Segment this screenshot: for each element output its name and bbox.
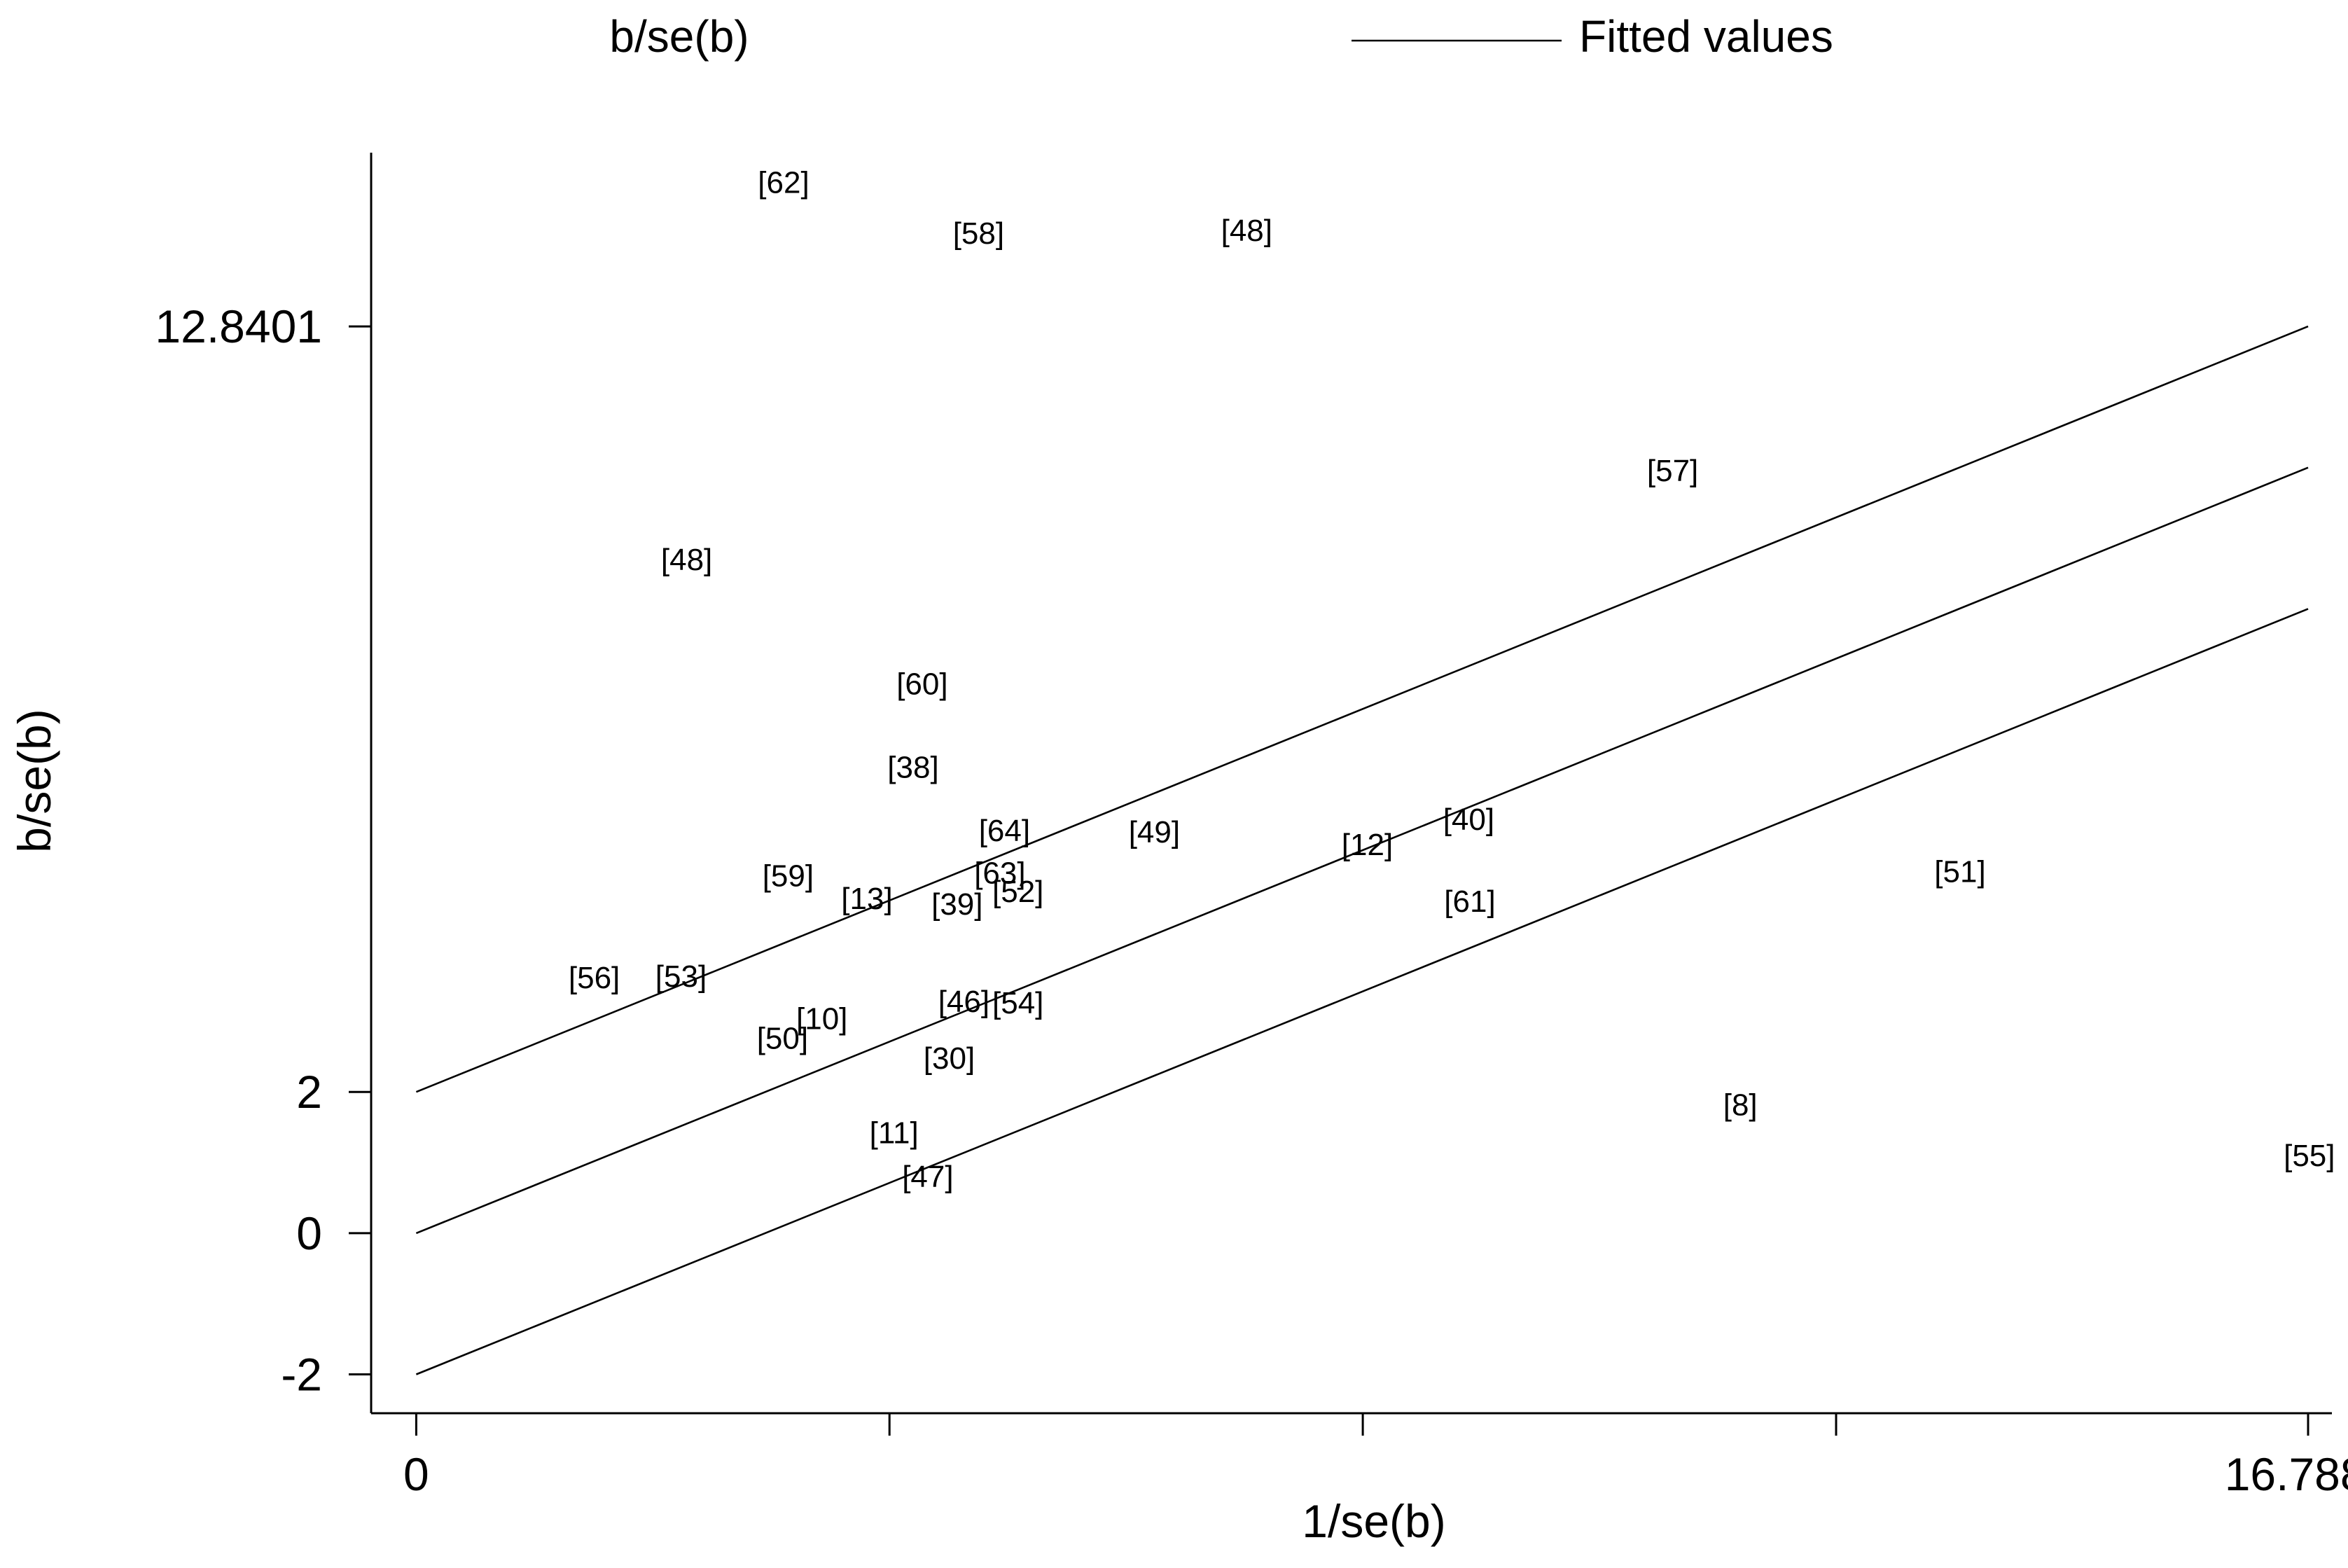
y-axis-ticks: -2 0 2 12.8401 (155, 300, 371, 1401)
point-label: [10] (796, 1001, 847, 1036)
point-label: [61] (1444, 884, 1495, 919)
point-label: [13] (841, 882, 892, 916)
point-label: [60] (896, 667, 947, 701)
x-tick-label: 0 (403, 1448, 429, 1500)
point-label: [49] (1129, 815, 1180, 849)
point-label: [58] (953, 216, 1004, 251)
y-tick-label: 12.8401 (155, 300, 322, 352)
y-tick-label: 2 (296, 1066, 322, 1118)
fit-line-lower (415, 608, 2309, 1375)
y-axis-title: b/se(b) (8, 709, 60, 852)
point-label: [38] (887, 750, 938, 784)
point-label: [12] (1342, 828, 1393, 862)
point-label: [50] (757, 1022, 808, 1056)
x-axis-ticks: 0 16.7889 (403, 1413, 2348, 1500)
point-label: [40] (1443, 803, 1494, 837)
point-label: [51] (1934, 855, 1985, 889)
x-axis-title: 1/se(b) (1302, 1495, 1445, 1547)
y-tick-label: -2 (281, 1349, 322, 1401)
point-label: [64] (979, 814, 1030, 848)
point-label: [52] (992, 875, 1043, 909)
x-tick-label: 16.7889 (2225, 1448, 2348, 1500)
point-label: [48] (1221, 214, 1272, 248)
legend-title: b/se(b) (609, 11, 749, 62)
point-label: [46] (938, 985, 989, 1019)
fit-line-upper (415, 325, 2309, 1093)
fitted-lines (415, 325, 2309, 1375)
fit-line-fitted (415, 466, 2309, 1235)
y-tick-label: 0 (296, 1207, 322, 1259)
point-label: [59] (763, 859, 814, 894)
point-label: [55] (2284, 1139, 2335, 1173)
point-label: [53] (655, 959, 707, 994)
point-labels: [62] [58] [48] [57] [48] [60] [38] [64] [49] [40]… (569, 165, 2335, 1194)
point-label: [62] (758, 165, 809, 200)
point-label: [63] (974, 856, 1025, 891)
point-label: [11] (870, 1116, 919, 1151)
point-label: [47] (902, 1160, 953, 1194)
point-label: [30] (924, 1041, 975, 1076)
point-label: [8] (1723, 1088, 1758, 1122)
point-label: [56] (569, 961, 620, 995)
legend-entry-fitted-values: Fitted values (1579, 11, 1833, 62)
point-label: [48] (661, 543, 712, 577)
point-label: [54] (992, 986, 1043, 1020)
legend: b/se(b) Fitted values (609, 11, 1833, 62)
point-label: [57] (1647, 454, 1698, 488)
point-label: [39] (931, 887, 982, 922)
